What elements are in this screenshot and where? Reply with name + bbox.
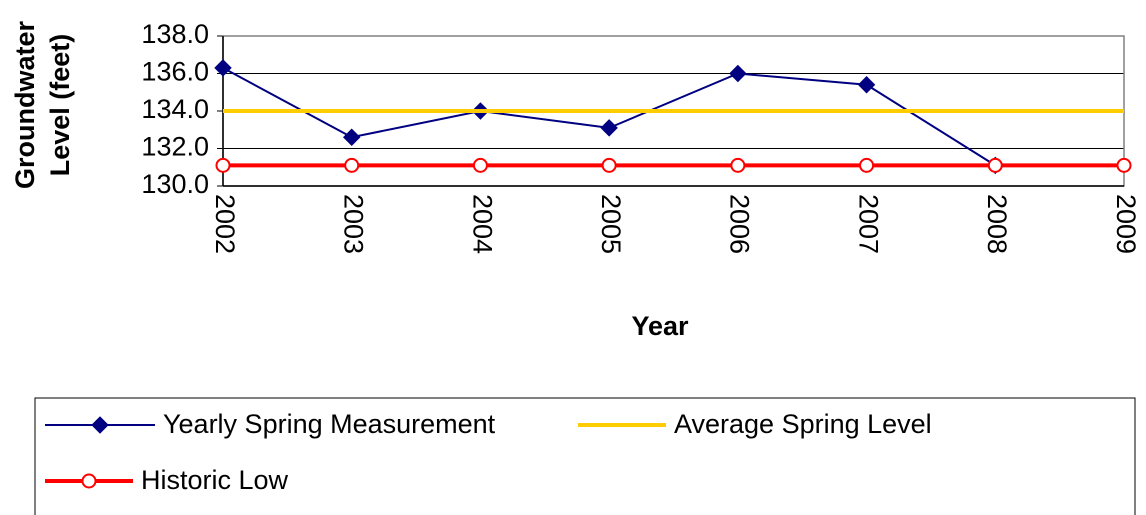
data-point [859,157,875,173]
data-point [343,128,361,146]
y-tick-label: 132.0 [141,132,209,162]
x-tick-label: 2004 [467,194,497,254]
y-tick-label: 138.0 [141,19,209,49]
y-tick-label: 130.0 [141,169,209,199]
series-line [222,66,996,167]
y-tick-label: 136.0 [141,57,209,87]
x-tick-label: 2002 [210,194,240,254]
data-point [730,157,746,173]
data-point [601,157,617,173]
x-tick-label: 2007 [853,194,883,254]
x-axis-title: Year [631,311,689,341]
x-tick-label: 2008 [982,194,1012,254]
x-tick-label: 2009 [1111,194,1141,254]
data-point [214,59,232,77]
legend-label: Historic Low [141,465,289,495]
legend-marker [91,416,109,434]
y-axis-title: Groundwater [10,21,40,190]
legend-marker [81,473,97,489]
legend-label: Yearly Spring Measurement [163,409,496,439]
legend-box [34,397,1136,515]
data-point [344,157,360,173]
data-point [215,157,231,173]
data-point [1116,157,1132,173]
data-point [729,64,747,83]
data-point [987,157,1003,173]
x-tick-label: 2006 [725,194,755,254]
y-axis-title: Level (feet) [45,34,75,177]
y-tick-label: 134.0 [141,94,209,124]
data-point [857,76,876,94]
x-tick-label: 2005 [596,194,626,254]
x-tick-label: 2003 [339,194,369,254]
data-point [472,157,488,173]
data-point [600,119,618,137]
legend-label: Average Spring Level [674,409,932,439]
